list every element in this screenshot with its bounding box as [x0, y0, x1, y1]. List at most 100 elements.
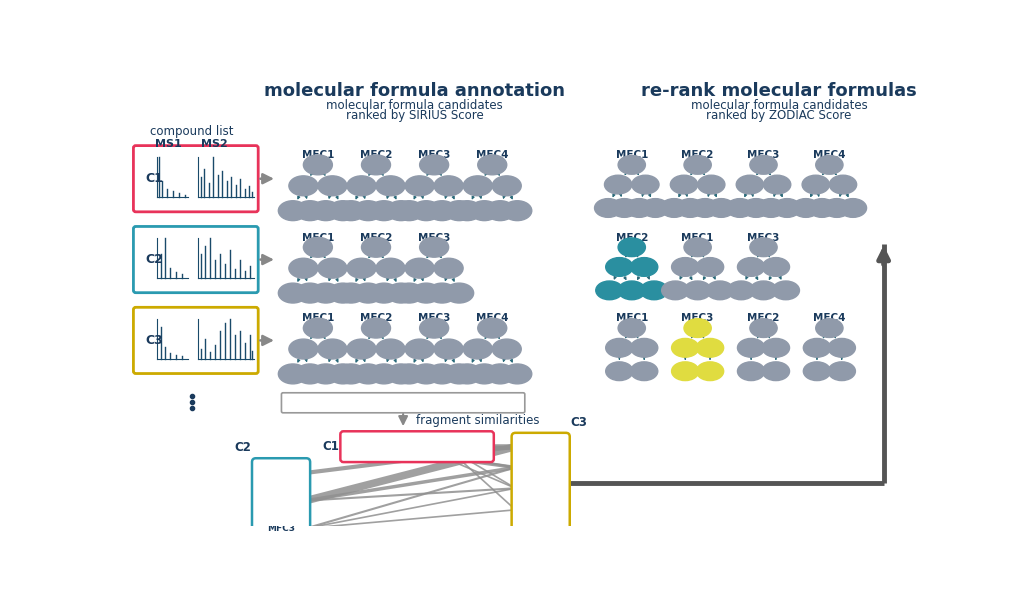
- Ellipse shape: [737, 258, 765, 277]
- Ellipse shape: [829, 175, 857, 194]
- Ellipse shape: [631, 258, 657, 277]
- Ellipse shape: [691, 199, 719, 217]
- Ellipse shape: [485, 364, 515, 384]
- Ellipse shape: [793, 199, 819, 217]
- Ellipse shape: [361, 318, 390, 338]
- Ellipse shape: [444, 364, 474, 384]
- Ellipse shape: [463, 339, 493, 359]
- Ellipse shape: [808, 199, 836, 217]
- FancyBboxPatch shape: [252, 458, 310, 554]
- Ellipse shape: [412, 283, 440, 303]
- Ellipse shape: [816, 319, 843, 337]
- Ellipse shape: [376, 176, 404, 196]
- Ellipse shape: [478, 318, 507, 338]
- Text: MFC4: MFC4: [476, 150, 509, 160]
- Ellipse shape: [840, 199, 866, 217]
- Ellipse shape: [337, 201, 366, 220]
- Ellipse shape: [347, 176, 376, 196]
- Ellipse shape: [632, 175, 659, 194]
- Text: molecular formula annotation: molecular formula annotation: [264, 82, 565, 100]
- Text: MFC4: MFC4: [813, 313, 846, 323]
- Ellipse shape: [317, 258, 347, 278]
- Ellipse shape: [677, 199, 703, 217]
- Text: C1: C1: [145, 172, 163, 185]
- Ellipse shape: [361, 155, 390, 175]
- Ellipse shape: [804, 362, 830, 381]
- Ellipse shape: [311, 201, 340, 220]
- Ellipse shape: [672, 362, 698, 381]
- Ellipse shape: [503, 364, 531, 384]
- Ellipse shape: [386, 283, 416, 303]
- Text: MS1: MS1: [155, 139, 181, 149]
- Ellipse shape: [428, 283, 457, 303]
- Ellipse shape: [736, 175, 764, 194]
- Ellipse shape: [750, 238, 777, 256]
- Text: MFC2: MFC2: [267, 496, 295, 505]
- Text: molecular formula candidates: molecular formula candidates: [690, 99, 867, 112]
- Text: ranked by ZODIAC Score: ranked by ZODIAC Score: [707, 109, 852, 122]
- Text: MFC4: MFC4: [432, 442, 460, 451]
- Text: MFC1: MFC1: [302, 150, 334, 160]
- Ellipse shape: [762, 362, 790, 381]
- Ellipse shape: [816, 155, 843, 174]
- Ellipse shape: [296, 201, 325, 220]
- Ellipse shape: [296, 283, 325, 303]
- Ellipse shape: [672, 258, 698, 277]
- Ellipse shape: [485, 201, 515, 220]
- Text: MFC3: MFC3: [404, 442, 432, 451]
- Ellipse shape: [412, 364, 440, 384]
- Ellipse shape: [453, 364, 481, 384]
- FancyBboxPatch shape: [340, 431, 494, 462]
- Ellipse shape: [394, 283, 424, 303]
- Text: MFC3: MFC3: [681, 313, 714, 323]
- Ellipse shape: [503, 201, 531, 220]
- Ellipse shape: [606, 339, 633, 357]
- Ellipse shape: [434, 258, 463, 278]
- Ellipse shape: [412, 201, 440, 220]
- Ellipse shape: [595, 199, 622, 217]
- Ellipse shape: [618, 281, 645, 300]
- Ellipse shape: [696, 362, 724, 381]
- Ellipse shape: [361, 238, 390, 257]
- Ellipse shape: [772, 281, 800, 300]
- Text: C2: C2: [234, 441, 251, 454]
- Ellipse shape: [370, 283, 398, 303]
- Ellipse shape: [764, 175, 791, 194]
- Text: MFC3: MFC3: [418, 233, 451, 243]
- Ellipse shape: [420, 155, 449, 175]
- Ellipse shape: [420, 238, 449, 257]
- Ellipse shape: [434, 176, 463, 196]
- Ellipse shape: [642, 199, 669, 217]
- Text: MFC2: MFC2: [359, 150, 392, 160]
- Ellipse shape: [317, 176, 347, 196]
- Ellipse shape: [672, 339, 698, 357]
- Text: MFC3: MFC3: [748, 233, 779, 243]
- Text: MFC2: MFC2: [615, 233, 648, 243]
- Ellipse shape: [604, 175, 632, 194]
- Ellipse shape: [420, 318, 449, 338]
- Text: MFC1: MFC1: [526, 442, 555, 451]
- Text: C3: C3: [145, 334, 163, 347]
- Ellipse shape: [684, 238, 712, 256]
- Ellipse shape: [370, 364, 398, 384]
- Ellipse shape: [493, 339, 521, 359]
- Ellipse shape: [606, 258, 633, 277]
- Ellipse shape: [737, 362, 765, 381]
- Ellipse shape: [289, 258, 317, 278]
- Text: MFC2: MFC2: [681, 150, 714, 160]
- Ellipse shape: [428, 364, 457, 384]
- Ellipse shape: [376, 339, 404, 359]
- Ellipse shape: [289, 176, 317, 196]
- Ellipse shape: [626, 199, 653, 217]
- Ellipse shape: [329, 283, 357, 303]
- Ellipse shape: [311, 364, 340, 384]
- Ellipse shape: [329, 201, 357, 220]
- Ellipse shape: [631, 339, 657, 357]
- Text: ranked by SIRIUS Score: ranked by SIRIUS Score: [346, 109, 483, 122]
- Text: C2: C2: [145, 253, 163, 266]
- Ellipse shape: [353, 201, 383, 220]
- Ellipse shape: [737, 339, 765, 357]
- Ellipse shape: [697, 175, 725, 194]
- Ellipse shape: [394, 364, 424, 384]
- Ellipse shape: [596, 281, 623, 300]
